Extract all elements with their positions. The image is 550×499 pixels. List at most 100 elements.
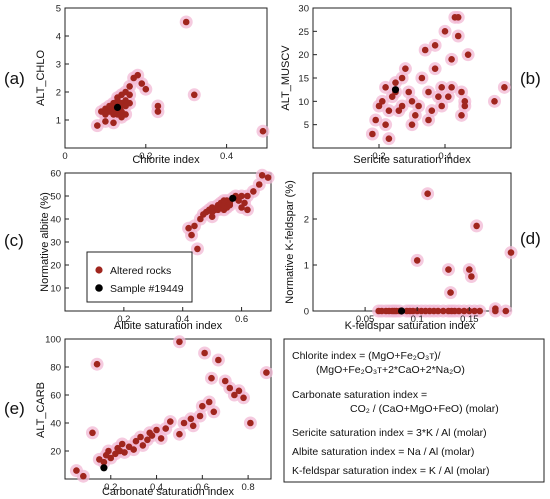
panel-label-c: (c) xyxy=(4,231,24,250)
y-tick-label-e-1: 40 xyxy=(50,419,61,430)
altered-point-c-1 xyxy=(188,231,195,239)
altered-point-d-30 xyxy=(445,266,452,273)
altered-point-b-14 xyxy=(402,65,409,72)
altered-point-e-13 xyxy=(121,449,128,456)
altered-point-d-35 xyxy=(507,249,515,256)
altered-point-c-26 xyxy=(244,192,251,200)
ticks-b: 0.2 0.4 5 10 15 20 25 30 xyxy=(298,4,451,163)
x-tick-label-a-0: 0 xyxy=(62,151,67,162)
altered-point-b-11 xyxy=(395,107,403,114)
x-tick-label-b-1: 0.4 xyxy=(438,151,451,162)
y-tick-label-e-2: 60 xyxy=(50,391,61,402)
y-tick-label-b-1: 10 xyxy=(298,97,309,108)
altered-point-c-23 xyxy=(238,192,245,200)
altered-point-b-16 xyxy=(408,98,416,105)
sample-point-c-0 xyxy=(229,194,237,202)
altered-point-b-20 xyxy=(418,74,426,82)
altered-point-b-17 xyxy=(408,121,416,128)
altered-point-b-9 xyxy=(392,79,399,86)
altered-point-c-31 xyxy=(264,174,272,181)
marks-b xyxy=(365,10,511,146)
altered-point-b-8 xyxy=(388,93,396,100)
altered-point-a-28 xyxy=(138,80,146,87)
y-tick-label-a-2: 3 xyxy=(56,60,61,71)
x-tick-label-a-2: 0.4 xyxy=(220,151,233,162)
altered-point-e-31 xyxy=(196,412,204,420)
altered-point-e-34 xyxy=(205,398,213,406)
altered-point-b-4 xyxy=(382,84,389,91)
altered-point-a-37 xyxy=(259,127,267,135)
altered-point-b-5 xyxy=(382,121,389,128)
altered-point-b-6 xyxy=(385,135,393,142)
altered-point-b-39 xyxy=(461,98,469,105)
altered-point-a-27 xyxy=(134,71,142,79)
altered-point-a-23 xyxy=(126,99,133,107)
x-axis-label-e: Carbonate saturation index xyxy=(102,486,235,498)
equation-carbonate-line1: Carbonate saturation index = xyxy=(292,389,427,401)
plot-frame-e xyxy=(64,338,272,480)
altered-point-d-21 xyxy=(455,307,463,315)
ticks-a: 0 0.2 0.4 1 2 3 4 5 xyxy=(56,4,234,163)
y-tick-label-c-2: 30 xyxy=(50,238,61,249)
y-tick-label-b-5: 30 xyxy=(298,4,309,15)
legend-sample-marker xyxy=(95,284,103,292)
altered-point-a-24 xyxy=(126,91,133,99)
altered-point-c-3 xyxy=(194,245,201,253)
altered-point-e-35 xyxy=(208,374,215,382)
equation-carbonate-line2: CO₂ / (CaO+MgO+FeO) (molar) xyxy=(350,403,499,415)
sample-point-b-0 xyxy=(391,86,400,94)
chart-panel-e: 0.2 0.4 0.6 0.8 20 40 60 80 100 (e) Carbonate sa… xyxy=(4,335,273,498)
y-tick-label-c-4: 50 xyxy=(50,192,61,203)
x-tick-label-b-0: 0.2 xyxy=(372,151,385,162)
altered-point-e-16 xyxy=(132,437,140,445)
ticks-d: 0.05 0.1 0.15 0 1 2 xyxy=(304,215,479,326)
x-tick-label-d-1: 0.1 xyxy=(411,314,424,325)
y-tick-label-c-5: 60 xyxy=(50,169,61,180)
altered-point-e-8 xyxy=(107,454,115,462)
altered-point-d-29 xyxy=(424,190,431,197)
altered-point-e-39 xyxy=(226,384,234,392)
y-axis-label-e: ALT_CARB xyxy=(35,382,47,438)
ticks-c: 0.2 0.4 0.6 10 20 30 40 50 60 xyxy=(50,169,248,326)
altered-point-b-33 xyxy=(448,56,455,63)
altered-point-e-44 xyxy=(247,419,254,427)
altered-point-a-29 xyxy=(142,85,150,93)
plot-frame-a xyxy=(64,7,268,149)
altered-point-d-27 xyxy=(502,307,510,315)
altered-point-b-13 xyxy=(398,102,406,110)
legend-altered-label: Altered rocks xyxy=(110,265,171,277)
altered-point-b-31 xyxy=(445,93,452,100)
x-tick-label-c-2: 0.6 xyxy=(235,314,248,325)
altered-point-d-25 xyxy=(476,307,484,315)
equation-sericite: Sericite saturation index = 3*K / Al (mo… xyxy=(292,427,487,439)
x-axis-label-a: Chlorite index xyxy=(132,154,200,166)
altered-point-e-42 xyxy=(240,394,247,402)
altered-point-a-30 xyxy=(154,108,162,115)
altered-point-e-5 xyxy=(100,458,108,466)
altered-point-a-25 xyxy=(126,83,133,90)
altered-point-b-3 xyxy=(379,98,386,105)
altered-point-e-32 xyxy=(199,402,206,410)
altered-point-b-32 xyxy=(448,84,455,91)
altered-point-e-1 xyxy=(80,472,87,480)
altered-point-b-23 xyxy=(425,116,432,124)
x-tick-label-d-2: 0.15 xyxy=(460,314,479,325)
altered-point-d-24 xyxy=(471,307,478,315)
altered-point-b-12 xyxy=(398,74,406,82)
altered-point-e-24 xyxy=(162,425,170,432)
altered-point-e-40 xyxy=(231,391,238,399)
altered-point-b-27 xyxy=(435,93,442,100)
altered-point-c-2 xyxy=(191,222,198,230)
altered-point-e-7 xyxy=(105,447,112,455)
chart-panel-c: 0.2 0.4 0.6 10 20 30 40 50 60 (c) Albite saturat… xyxy=(4,169,275,332)
altered-point-e-0 xyxy=(73,467,80,474)
altered-point-e-29 xyxy=(187,415,195,423)
altered-point-e-18 xyxy=(139,442,147,449)
marks-d xyxy=(372,187,518,318)
altered-point-b-25 xyxy=(431,65,439,72)
chart-panel-d: 0.05 0.1 0.15 0 1 2 (d) K-feldspar saturation… xyxy=(284,172,541,332)
y-tick-label-d-0: 0 xyxy=(304,307,309,318)
altered-point-e-43 xyxy=(263,369,270,376)
altered-point-c-0 xyxy=(185,224,192,232)
altered-point-a-35 xyxy=(182,18,190,26)
